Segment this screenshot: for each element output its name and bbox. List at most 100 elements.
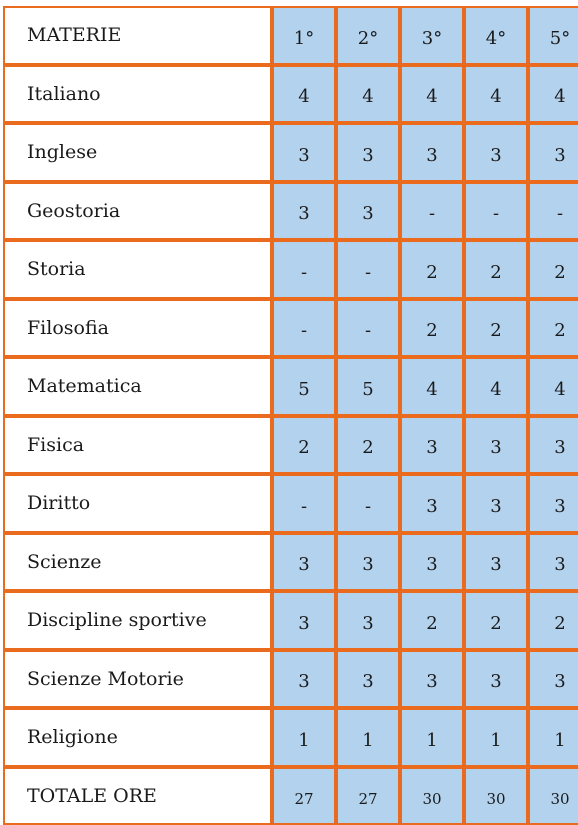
total-cell: 27 xyxy=(336,767,400,825)
table-row: Matematica 5 5 4 4 4 xyxy=(3,357,578,416)
hours-cell: - xyxy=(400,182,464,241)
subject-cell: Fisica xyxy=(3,416,272,475)
hours-cell: 5 xyxy=(272,357,336,416)
header-year: 5° xyxy=(528,6,578,65)
hours-cell: 2 xyxy=(400,591,464,650)
hours-cell: 1 xyxy=(528,708,578,767)
hours-cell: 3 xyxy=(336,533,400,592)
hours-cell: 3 xyxy=(528,123,578,182)
table-row: Inglese 3 3 3 3 3 xyxy=(3,123,578,182)
hours-cell: 3 xyxy=(400,474,464,533)
hours-cell: 2 xyxy=(336,416,400,475)
hours-cell: 3 xyxy=(464,474,528,533)
hours-cell: 2 xyxy=(528,591,578,650)
total-row: TOTALE ORE 27 27 30 30 30 xyxy=(3,767,578,825)
subject-cell: Discipline sportive xyxy=(3,591,272,650)
subject-cell: Scienze Motorie xyxy=(3,650,272,709)
hours-cell: 4 xyxy=(336,65,400,124)
hours-cell: 1 xyxy=(272,708,336,767)
header-subject: MATERIE xyxy=(3,6,272,65)
total-cell: 30 xyxy=(400,767,464,825)
hours-cell: - xyxy=(528,182,578,241)
hours-cell: 3 xyxy=(464,416,528,475)
hours-cell: 3 xyxy=(336,650,400,709)
subject-cell: Scienze xyxy=(3,533,272,592)
hours-cell: - xyxy=(272,474,336,533)
hours-cell: 3 xyxy=(272,591,336,650)
hours-cell: 3 xyxy=(336,123,400,182)
hours-cell: 3 xyxy=(528,416,578,475)
hours-cell: 2 xyxy=(400,299,464,358)
hours-cell: - xyxy=(272,299,336,358)
hours-cell: 2 xyxy=(528,240,578,299)
hours-cell: 2 xyxy=(528,299,578,358)
subject-cell: Religione xyxy=(3,708,272,767)
hours-cell: 2 xyxy=(400,240,464,299)
hours-cell: 4 xyxy=(528,65,578,124)
hours-cell: 4 xyxy=(400,65,464,124)
hours-cell: - xyxy=(272,240,336,299)
header-year: 1° xyxy=(272,6,336,65)
hours-cell: 3 xyxy=(528,474,578,533)
hours-cell: - xyxy=(464,182,528,241)
hours-cell: 3 xyxy=(400,123,464,182)
hours-cell: 3 xyxy=(272,123,336,182)
subject-cell: Italiano xyxy=(3,65,272,124)
table-row: Italiano 4 4 4 4 4 xyxy=(3,65,578,124)
hours-cell: 3 xyxy=(336,182,400,241)
hours-cell: 2 xyxy=(464,591,528,650)
header-year: 2° xyxy=(336,6,400,65)
hours-cell: 3 xyxy=(528,650,578,709)
timetable-container: MATERIE 1° 2° 3° 4° 5° Italiano 4 4 4 4 … xyxy=(3,6,578,825)
total-cell: 30 xyxy=(464,767,528,825)
subject-cell: Geostoria xyxy=(3,182,272,241)
subject-cell: Filosofia xyxy=(3,299,272,358)
hours-cell: 3 xyxy=(464,650,528,709)
hours-cell: 3 xyxy=(464,533,528,592)
header-row: MATERIE 1° 2° 3° 4° 5° xyxy=(3,6,578,65)
hours-cell: - xyxy=(336,474,400,533)
hours-cell: 3 xyxy=(272,533,336,592)
table-row: Filosofia - - 2 2 2 xyxy=(3,299,578,358)
hours-cell: 3 xyxy=(528,533,578,592)
table-row: Discipline sportive 3 3 2 2 2 xyxy=(3,591,578,650)
hours-cell: 1 xyxy=(464,708,528,767)
hours-cell: - xyxy=(336,240,400,299)
hours-cell: 4 xyxy=(400,357,464,416)
subject-cell: Inglese xyxy=(3,123,272,182)
hours-cell: 3 xyxy=(464,123,528,182)
total-cell: 30 xyxy=(528,767,578,825)
subject-cell: Storia xyxy=(3,240,272,299)
hours-cell: 3 xyxy=(400,416,464,475)
hours-cell: - xyxy=(336,299,400,358)
hours-cell: 5 xyxy=(336,357,400,416)
header-year: 3° xyxy=(400,6,464,65)
hours-cell: 3 xyxy=(272,182,336,241)
hours-cell: 2 xyxy=(272,416,336,475)
hours-cell: 1 xyxy=(336,708,400,767)
table-row: Geostoria 3 3 - - - xyxy=(3,182,578,241)
hours-cell: 3 xyxy=(272,650,336,709)
hours-cell: 4 xyxy=(272,65,336,124)
total-label: TOTALE ORE xyxy=(3,767,272,825)
subject-cell: Diritto xyxy=(3,474,272,533)
hours-cell: 4 xyxy=(464,65,528,124)
table-row: Diritto - - 3 3 3 xyxy=(3,474,578,533)
hours-cell: 4 xyxy=(528,357,578,416)
hours-cell: 4 xyxy=(464,357,528,416)
subject-cell: Matematica xyxy=(3,357,272,416)
table-row: Storia - - 2 2 2 xyxy=(3,240,578,299)
hours-cell: 3 xyxy=(400,533,464,592)
hours-cell: 1 xyxy=(400,708,464,767)
table-row: Religione 1 1 1 1 1 xyxy=(3,708,578,767)
hours-cell: 2 xyxy=(464,240,528,299)
total-cell: 27 xyxy=(272,767,336,825)
hours-cell: 2 xyxy=(464,299,528,358)
hours-cell: 3 xyxy=(400,650,464,709)
header-year: 4° xyxy=(464,6,528,65)
table-row: Scienze 3 3 3 3 3 xyxy=(3,533,578,592)
table-row: Scienze Motorie 3 3 3 3 3 xyxy=(3,650,578,709)
table-row: Fisica 2 2 3 3 3 xyxy=(3,416,578,475)
hours-cell: 3 xyxy=(336,591,400,650)
hours-table: MATERIE 1° 2° 3° 4° 5° Italiano 4 4 4 4 … xyxy=(3,6,578,825)
